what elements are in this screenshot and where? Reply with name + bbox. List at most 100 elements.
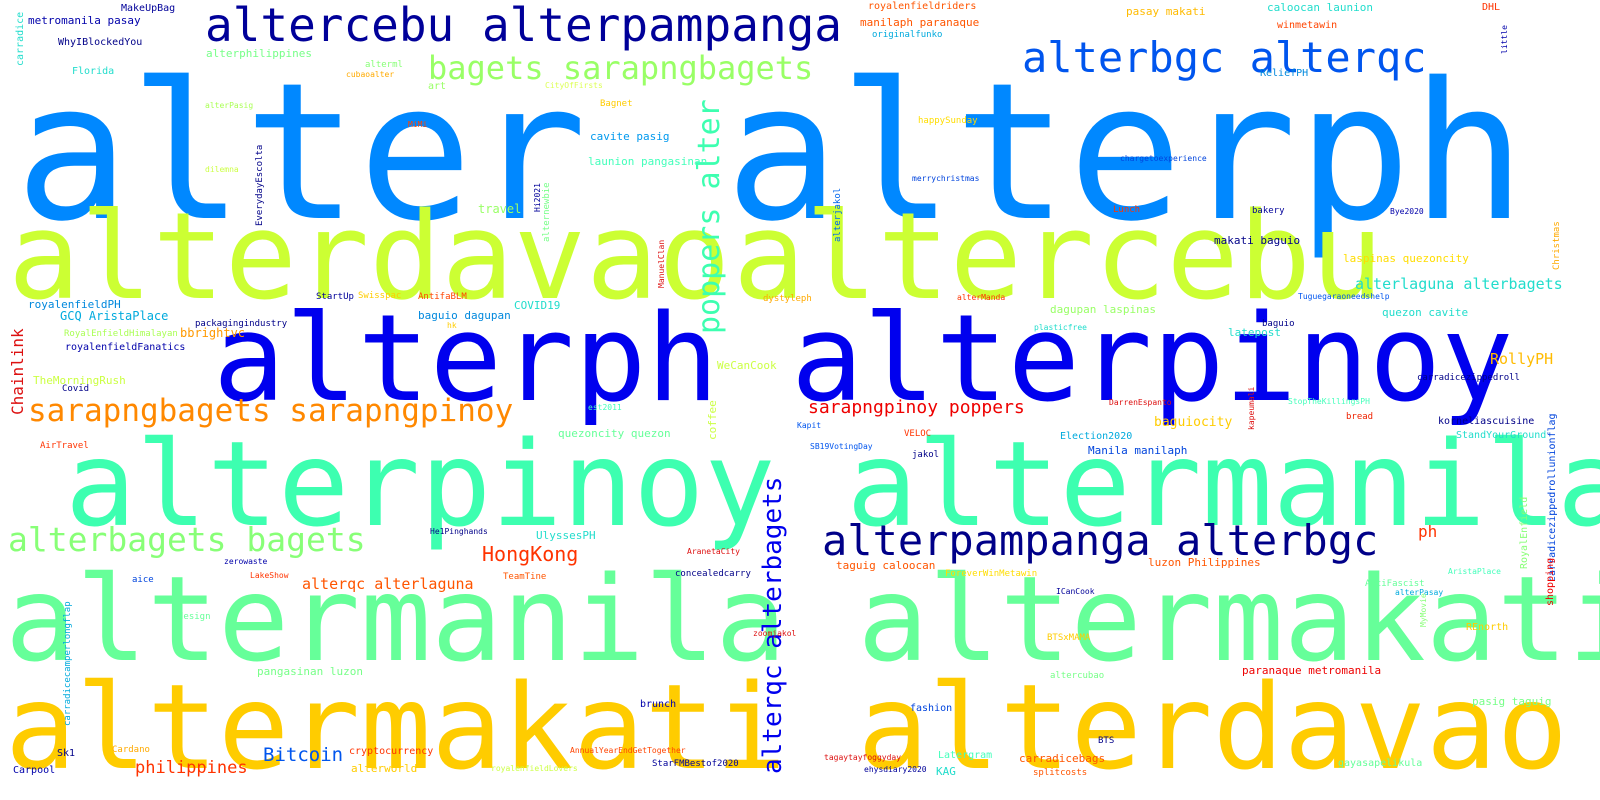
word-winmetawin: winmetawin (1277, 20, 1338, 31)
word-alternewbie: alternewbie (542, 182, 552, 242)
word-luzon-philippines: luzon Philippines (1148, 556, 1261, 569)
word-alterqc-alterlaguna: alterqc alterlaguna (302, 575, 474, 593)
word-dagupan-laspinas: dagupan laspinas (1050, 303, 1156, 316)
word-fashion: fashion (910, 703, 953, 714)
word-sb19votingday: SB19VotingDay (810, 442, 873, 451)
word-philippines: philippines (135, 758, 248, 778)
word-kapeumali: kapeumali (1247, 386, 1256, 430)
word-dystyleph: dystyleph (763, 294, 812, 304)
word-carradice: carradice (15, 11, 26, 66)
word-little: little (1500, 25, 1509, 54)
word-covid: Covid (62, 384, 90, 394)
word-shopping: shopping (1545, 557, 1556, 606)
word-wecancook: WeCanCook (717, 359, 777, 372)
word-originalfunko: originalfunko (872, 30, 943, 40)
word-kapit: Kapit (797, 421, 822, 430)
word-latergram: Latergram (938, 750, 993, 761)
word-kag: KAG (936, 765, 956, 778)
word-carpool: Carpool (13, 765, 56, 776)
word-florida: Florida (72, 66, 115, 77)
word-dilemna: dilemna (205, 165, 239, 174)
word-bread: bread (1346, 412, 1374, 422)
word-royalenfieldriders: royalenfieldriders (868, 1, 977, 12)
word-zoomjakol: zoomjakol (753, 629, 797, 638)
word-metromanila-pasay: metromanila pasay (28, 14, 141, 27)
word-whyiblockedyou: WhyIBlockedYou (58, 37, 143, 48)
word-laspinas-quezoncity: laspinas quezoncity (1343, 252, 1469, 265)
word-baguiocity: baguiocity (1154, 415, 1233, 430)
word-poppers-alter: poppers alter (692, 99, 727, 334)
word-tagaytayfoggyday: tagaytayfoggyday (824, 753, 902, 762)
word-btsxmama: BTSxMAMA (1047, 633, 1091, 643)
word-quezoncity-quezon: quezoncity quezon (558, 427, 671, 440)
word-ph: ph (1418, 522, 1438, 541)
word-alterpasay: alterPasay (1395, 588, 1444, 597)
word-veloc: VELOC (904, 429, 932, 439)
word-royalenfieldlovers: royalenfieldLovers (491, 764, 578, 773)
word-manila-manilaph: Manila manilaph (1088, 444, 1188, 457)
word-royalenfield: RoyalEnfield (1519, 496, 1530, 569)
word-alterpampanga-alterbgc: alterpampanga alterbgc (822, 516, 1379, 565)
word-art: art (428, 81, 447, 92)
word-dhl: DHL (1482, 2, 1501, 13)
word-jakol: jakol (912, 450, 940, 460)
word-antifablm: AntifaBLM (418, 292, 467, 302)
word-cardano: Cardano (112, 745, 150, 755)
word-altermanda: alterManda (957, 293, 1006, 302)
word-bts: BTS (1098, 736, 1115, 746)
word-lunch: Lunch (1113, 205, 1141, 215)
word-aristaplace: AristaPlace (1448, 567, 1501, 576)
word-altercebu: altercebu (733, 188, 1384, 327)
word-cubaoalter: cubaoalter (346, 70, 395, 79)
word-carradicezippedroll: carradicezippedroll (1417, 373, 1520, 383)
word-alterpinoy-altermanila: alterpinoy altermanila (65, 415, 1600, 553)
word-baguio: baguio (1262, 319, 1295, 329)
word-alterlaguna-alterbagets: alterlaguna alterbagets (1355, 275, 1563, 293)
word-bagnet: Bagnet (600, 99, 633, 109)
word-makeupbag: MakeUpBag (121, 3, 176, 14)
word-baguio-dagupan: baguio dagupan (418, 309, 511, 322)
word-hongkong: HongKong (482, 542, 579, 566)
word-alterbgc-alterqc: alterbgc alterqc (1022, 33, 1427, 82)
word-est2011: est2011 (588, 403, 622, 412)
word-alterph-alterpinoy: alterph alterpinoy (213, 290, 1514, 429)
word-travel: travel (478, 202, 522, 216)
word-standyourground: StandYourGround (1456, 430, 1547, 441)
word-paranaque-metromanila: paranaque metromanila (1242, 664, 1382, 677)
word-tuguegaraoneedshelp: Tuguegaraoneedshelp (1298, 292, 1390, 301)
word-latepost: latepost (1228, 326, 1281, 339)
word-alterml: alterml (365, 60, 403, 70)
word-lakeshow: LakeShow (250, 571, 289, 580)
word-mymovie: MyMovie (1419, 593, 1428, 627)
word-christmas: Christmas (1552, 221, 1562, 270)
word-carradicezippedrollunionflag: carradicezippedrollunionflag (1547, 413, 1558, 582)
word-design: design (178, 612, 211, 622)
word-aranetacity: AranetaCity (687, 547, 740, 556)
word-chargetoexperience: chargetoexperience (1120, 154, 1207, 163)
word-alterpasig: alterPasig (205, 101, 254, 110)
word-taguig-caloocan: taguig caloocan (836, 559, 936, 572)
word-stopthekillingsph: StopTheKillingsPH (1288, 397, 1370, 406)
word-carradicecamperlongflap: carradicecamperlongflap (63, 601, 73, 726)
word-alterjakol: alterjakol (833, 187, 843, 242)
word-coffee: coffee (706, 400, 719, 440)
word-reliefph: ReliefPH (1260, 68, 1309, 79)
word-splitcosts: splitcosts (1033, 768, 1088, 778)
word-starfmbestof2020: StarFMBestof2020 (652, 759, 739, 769)
word-startup: StartUp (316, 292, 354, 302)
word-concealedcarry: concealedcarry (675, 569, 751, 579)
word-alterphilippines: alterphilippines (206, 47, 312, 60)
word-manilaph-paranaque: manilaph paranaque (860, 16, 980, 29)
word-gcq-aristaplace: GCQ AristaPlace (60, 309, 169, 323)
word-annualyearendgettogether: AnnualYearEndGetTogether (570, 746, 686, 755)
word-alterbagets-bagets: alterbagets bagets (8, 520, 366, 559)
word-covid19: COVID19 (514, 299, 561, 312)
word-themorningrush: TheMorningRush (33, 374, 126, 387)
word-bakery: bakery (1252, 206, 1285, 216)
word-pasig-taguig: pasig taguig (1472, 695, 1552, 708)
word-teamtine: TeamTine (503, 572, 547, 582)
word-alterph: alterph (725, 42, 1526, 263)
word-sk1: Sk1 (57, 748, 76, 759)
word-royalenfieldph: royalenfieldPH (28, 298, 121, 311)
word-pasay-makati: pasay makati (1126, 5, 1206, 18)
